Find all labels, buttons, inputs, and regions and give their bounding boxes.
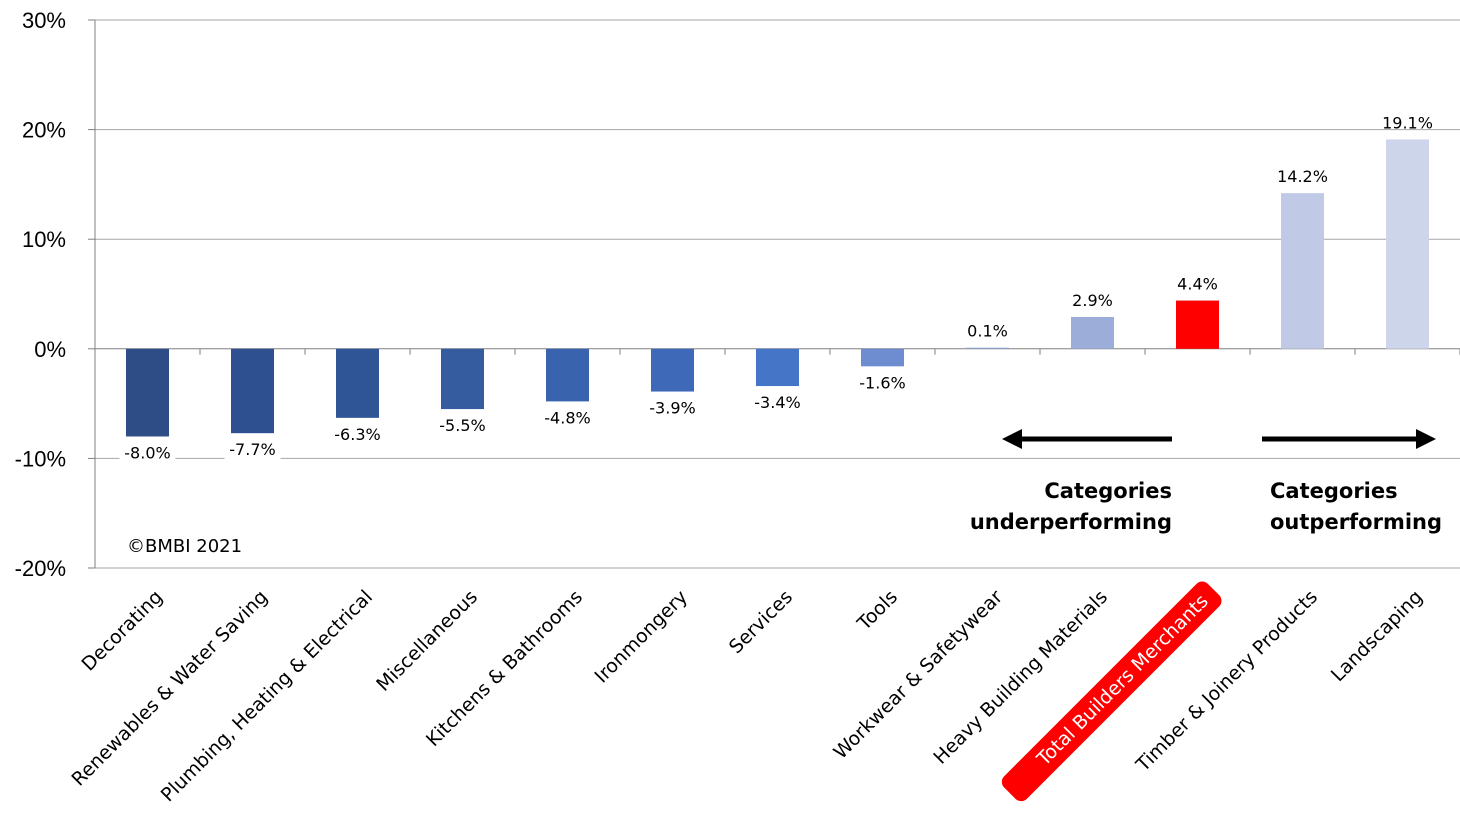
data-label-backdrop	[329, 424, 386, 445]
x-category-label: Timber & Joinery Products	[1131, 586, 1322, 777]
x-category-label: Landscaping	[1327, 586, 1427, 686]
bar	[651, 348, 694, 392]
bar	[126, 348, 169, 437]
data-label-backdrop	[749, 393, 806, 414]
x-category-label: Plumbing, Heating & Electrical	[157, 586, 377, 806]
bar	[756, 348, 799, 387]
outperforming-label-line2: outperforming	[1270, 510, 1442, 534]
x-category-label: Tools	[853, 586, 902, 635]
y-tick-label: 10%	[22, 227, 66, 252]
bar	[1386, 139, 1429, 349]
x-category-label: Total Builders Merchants	[1032, 590, 1213, 771]
data-label-backdrop	[854, 373, 911, 394]
bar	[336, 348, 379, 418]
x-category-label: Workwear & Safetywear	[829, 586, 1007, 764]
data-label-backdrop	[119, 443, 176, 464]
right-arrow-head	[1416, 429, 1436, 449]
outperforming-callout: Categories outperforming	[1262, 429, 1442, 534]
data-label: 19.1%	[1382, 113, 1433, 132]
data-label: -4.8%	[544, 408, 590, 427]
outperforming-label-line1: Categories	[1270, 479, 1398, 503]
x-category-label: Heavy Building Materials	[929, 586, 1112, 769]
bar	[231, 348, 274, 434]
data-label: -3.9%	[649, 399, 695, 418]
y-tick-label: 0%	[34, 337, 66, 362]
data-label: -3.4%	[754, 393, 800, 412]
x-category-label: Ironmongery	[590, 586, 692, 688]
data-label-backdrop	[434, 416, 491, 437]
y-tick-label: 20%	[22, 118, 66, 143]
data-label: -8.0%	[124, 443, 170, 462]
bar	[1281, 193, 1324, 349]
highlight-label-group: Total Builders Merchants	[1001, 581, 1222, 802]
data-label-backdrop	[539, 408, 596, 429]
data-label: -5.5%	[439, 416, 485, 435]
bar	[546, 348, 589, 402]
underperforming-callout: Categories underperforming	[970, 429, 1172, 534]
y-tick-label: -20%	[15, 556, 66, 581]
bar	[861, 348, 904, 367]
gridlines	[88, 19, 1460, 569]
bars	[126, 139, 1429, 437]
data-label-backdrop	[644, 398, 701, 419]
bar	[1071, 317, 1114, 349]
bar	[441, 348, 484, 410]
data-label: 2.9%	[1072, 291, 1113, 310]
data-label: 0.1%	[967, 322, 1008, 341]
copyright-note: ©BMBI 2021	[127, 536, 242, 557]
bar	[966, 347, 1009, 349]
y-tick-label: 30%	[22, 8, 66, 33]
underperforming-label-line1: Categories	[1044, 479, 1172, 503]
x-category-label: Miscellaneous	[372, 586, 482, 696]
y-tick-label: -10%	[15, 446, 66, 471]
data-labels: -8.0% -7.7% -6.3% -5.5% -4.8% -3.9% -3.4% -1.6%…	[119, 113, 1433, 464]
highlight-label-background	[1001, 581, 1222, 802]
y-axis-tick-labels: 30% 20% 10% 0% -10% -20%	[15, 8, 66, 581]
data-label: 4.4%	[1177, 275, 1218, 294]
axes	[94, 20, 1460, 568]
x-category-label: Services	[725, 586, 797, 658]
underperforming-label-line2: underperforming	[970, 510, 1172, 534]
data-label-backdrop	[224, 440, 281, 461]
bar	[1176, 300, 1219, 349]
data-label: 14.2%	[1277, 167, 1328, 186]
x-category-label: Decorating	[77, 586, 167, 676]
data-label: -1.6%	[859, 373, 905, 392]
x-category-label: Renewables & Water Saving	[67, 586, 272, 791]
data-label: -7.7%	[229, 440, 275, 459]
left-arrow-head	[1002, 429, 1022, 449]
data-label: -6.3%	[334, 425, 380, 444]
